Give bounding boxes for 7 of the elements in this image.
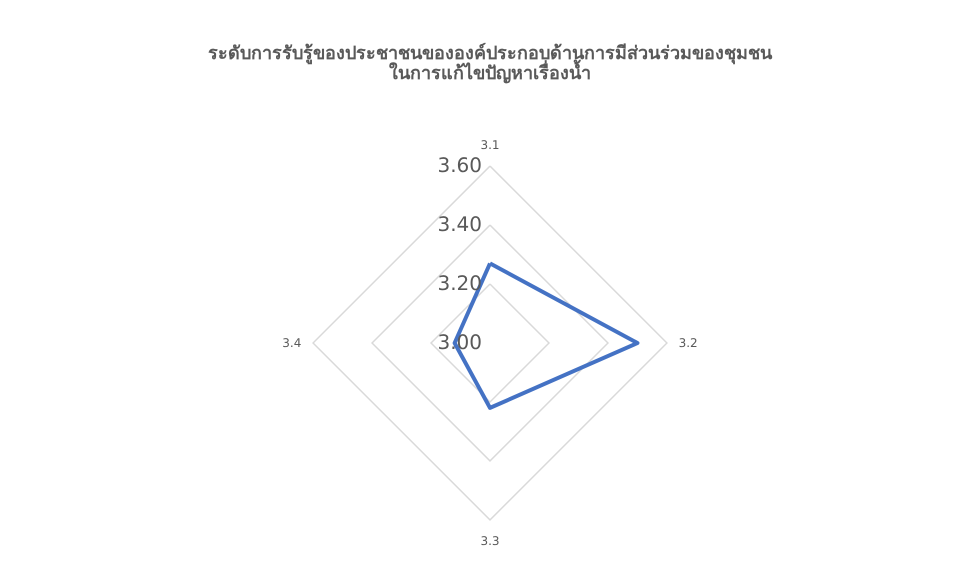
y-tick-label: 3.60 bbox=[437, 153, 482, 178]
chart-title: ระดับการรับรู้ของประชาชนขององค์ประกอบด้านการมีส่วนร่วมของชุมชน ในการแก้ไขปัญหาเรื่องน้ำ bbox=[208, 42, 773, 84]
spoke-label: 3.1 bbox=[480, 138, 500, 152]
spoke-label: 3.3 bbox=[480, 534, 500, 548]
spoke-label: 3.4 bbox=[282, 336, 302, 350]
spoke-label: 3.2 bbox=[678, 336, 698, 350]
y-tick-label: 3.40 bbox=[437, 212, 482, 236]
